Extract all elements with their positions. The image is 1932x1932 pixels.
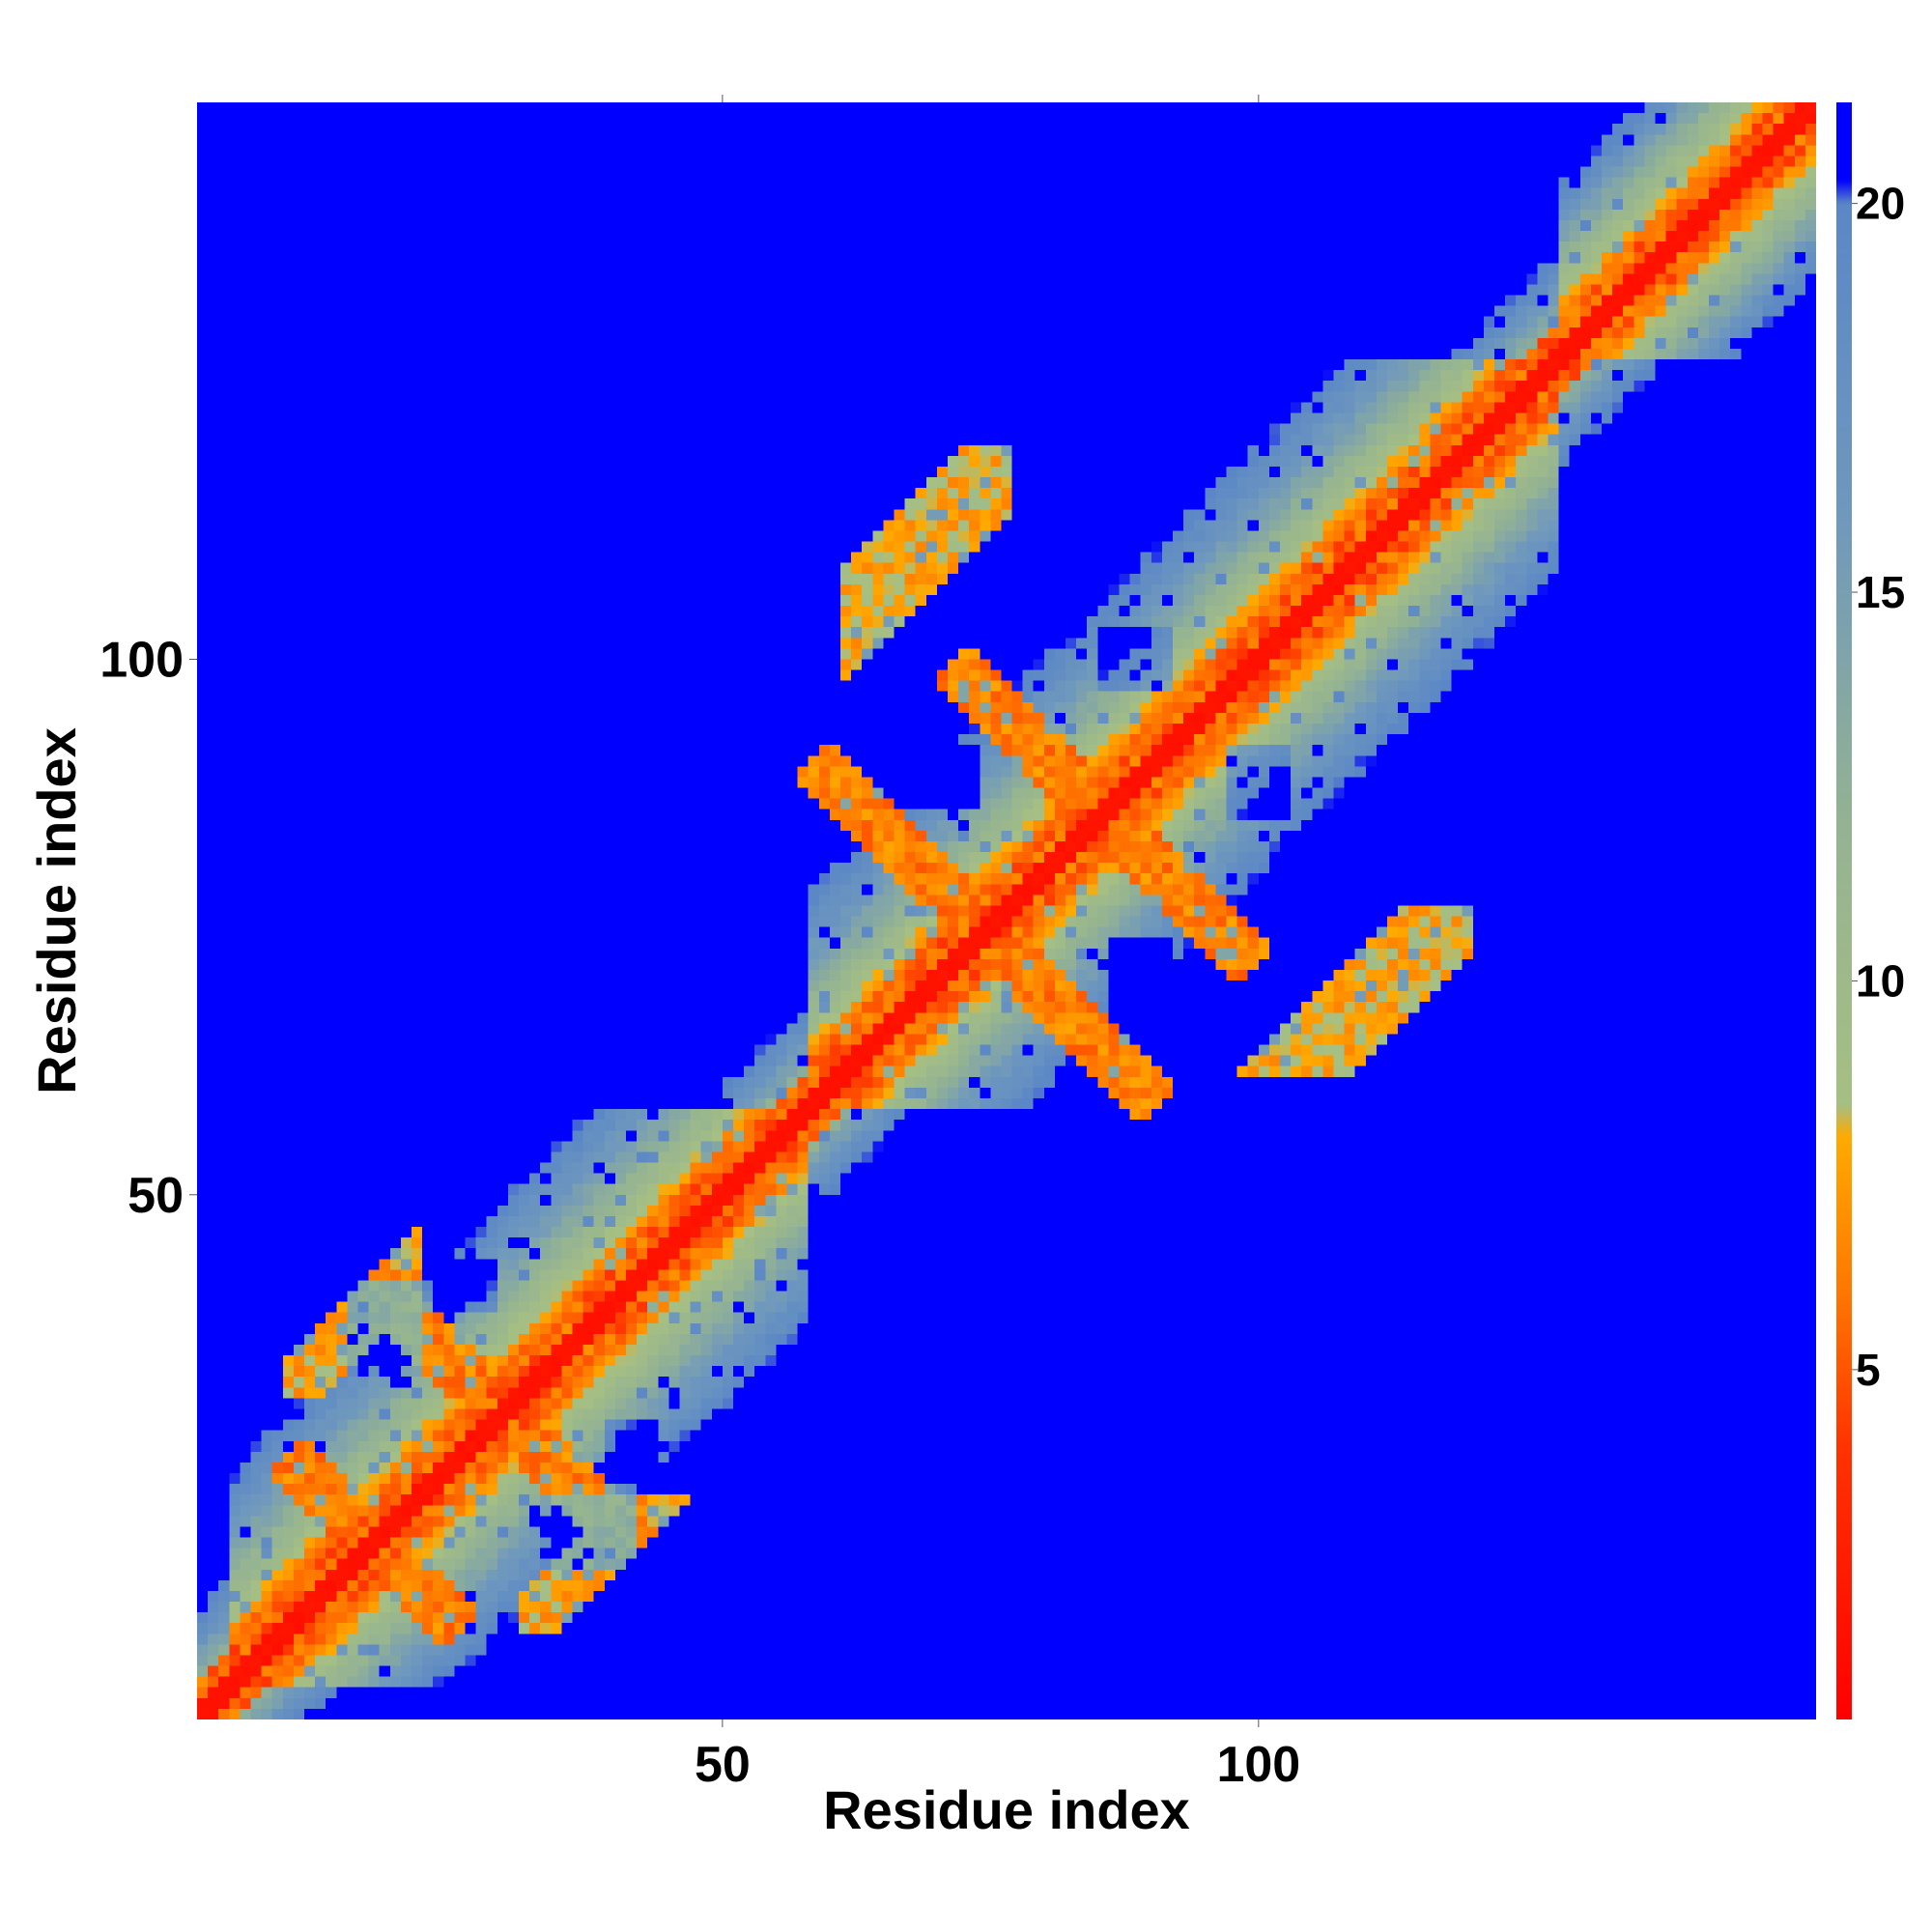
y-tick-label: 100 [99,632,184,688]
y-axis-label: Residue index [26,727,87,1094]
y-axis-ticks: 50 100 [99,632,197,1224]
plot-frame [197,102,1816,1719]
colorbar-tick-label: 15 [1856,567,1905,617]
x-axis-ticks: 50 100 [695,95,1300,1793]
x-tick-label: 50 [695,1737,751,1793]
colorbar-tick-label: 5 [1856,1345,1881,1395]
y-tick-label: 50 [128,1168,184,1224]
x-axis-label: Residue index [823,1779,1190,1840]
colorbar-gradient [1836,102,1852,1719]
heatmap-grid [197,102,1816,1719]
colorbar-ticks: 5 10 15 20 [1852,179,1905,1395]
x-tick-label: 100 [1216,1737,1300,1793]
colorbar-tick-label: 20 [1856,179,1905,229]
colorbar-tick-label: 10 [1856,955,1905,1006]
